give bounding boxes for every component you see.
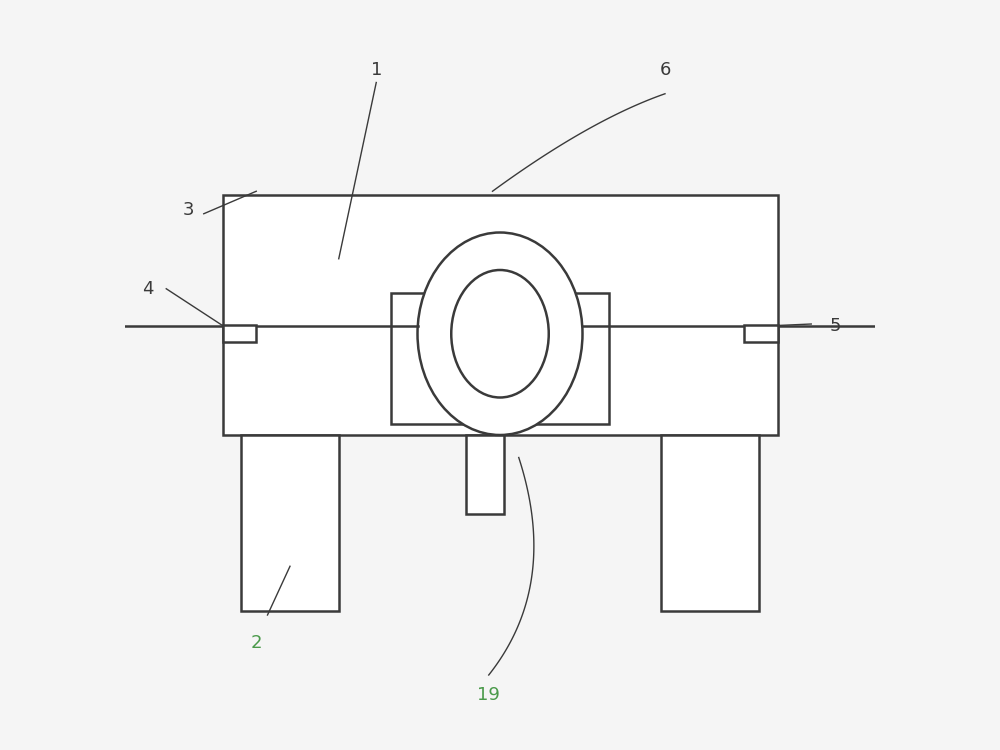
Bar bbox=[466, 435, 504, 514]
Text: 6: 6 bbox=[659, 61, 671, 79]
Text: 3: 3 bbox=[183, 201, 194, 219]
Bar bbox=[222, 326, 256, 342]
Ellipse shape bbox=[418, 232, 582, 435]
Ellipse shape bbox=[451, 270, 549, 398]
Bar bbox=[661, 435, 759, 611]
Bar bbox=[241, 435, 339, 611]
Text: 4: 4 bbox=[142, 280, 153, 298]
Text: 2: 2 bbox=[250, 634, 262, 652]
Text: 1: 1 bbox=[371, 61, 382, 79]
Text: 19: 19 bbox=[477, 686, 500, 704]
Text: 5: 5 bbox=[830, 317, 842, 335]
Bar bbox=[222, 195, 778, 435]
Bar bbox=[391, 292, 609, 424]
Bar bbox=[744, 326, 778, 342]
